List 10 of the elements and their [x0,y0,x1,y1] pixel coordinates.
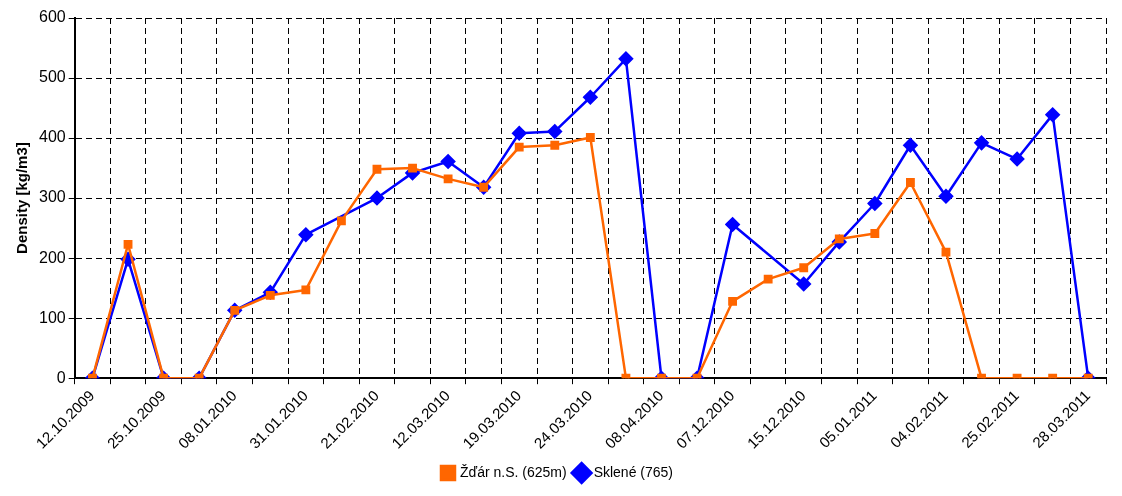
y-tick-label: 300 [38,188,66,206]
y-tick-label: 200 [38,248,66,266]
legend-label: Sklené (765) [593,463,674,480]
legend-label: Žďár n.S. (625m) [459,463,567,480]
y-tick-label: 400 [38,128,66,146]
y-axis-title: Density [kg/m3] [13,142,31,254]
y-tick-label: 0 [56,368,66,386]
y-tick-label: 600 [38,8,66,26]
y-tick-label: 100 [38,308,66,326]
y-tick-label: 500 [38,68,66,86]
